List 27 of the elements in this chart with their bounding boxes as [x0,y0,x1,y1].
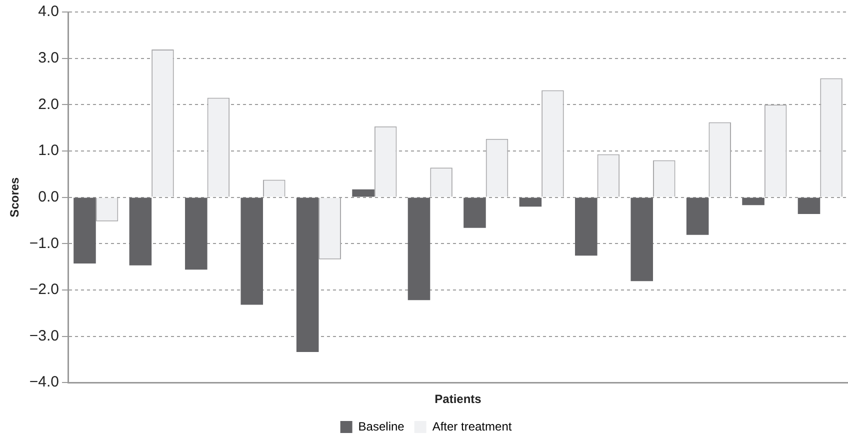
bar [464,198,486,228]
y-tick-label: −3.0 [29,327,60,344]
y-axis-title: Scores [8,176,22,218]
bar [296,198,319,352]
y-tick-label: 1.0 [38,142,60,160]
x-axis-title: Patients [434,392,482,406]
y-tick-label: 3.0 [38,49,60,66]
bar [240,198,264,305]
bar [129,198,152,266]
legend-label: Baseline [358,419,405,434]
y-tick-label: 4.0 [38,3,60,20]
y-tick-label: −2.0 [29,281,60,298]
bar [352,189,374,197]
bar [630,198,654,282]
bar [185,198,208,270]
bar [686,198,709,235]
bar [742,198,764,206]
bar [74,198,96,264]
bar [408,198,430,300]
y-tick-label: 2.0 [38,96,60,113]
bar [798,198,820,214]
bar [519,198,542,207]
y-tick-label: 0.0 [38,188,60,206]
bar [575,198,598,256]
y-tick-label: −1.0 [29,234,60,252]
y-tick-label: −4.0 [29,374,60,391]
legend-label: After treatment [432,419,512,434]
